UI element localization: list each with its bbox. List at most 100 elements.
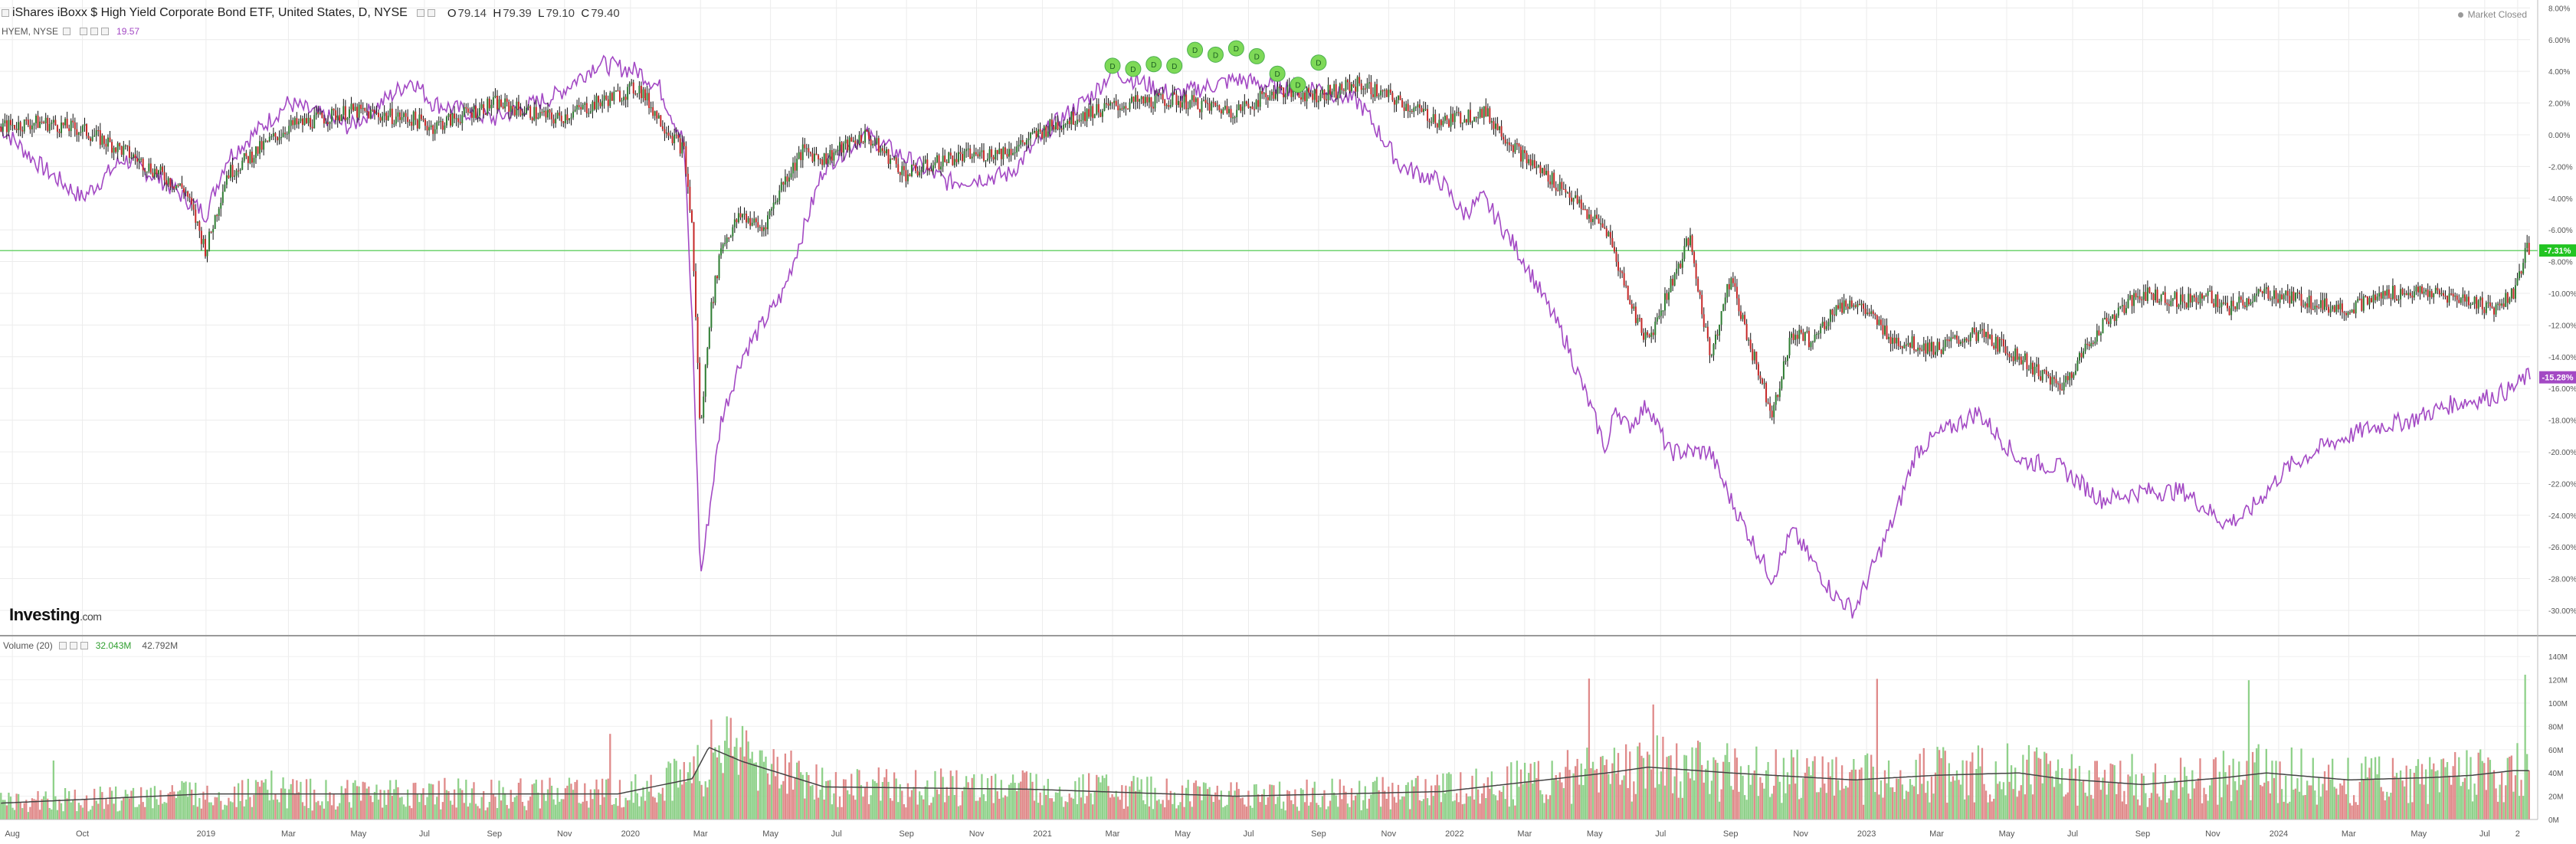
volume-bar — [1568, 770, 1571, 819]
candle-body — [1224, 106, 1226, 110]
volume-bar — [484, 810, 487, 819]
volume-bar — [391, 795, 393, 819]
candle-body — [742, 214, 744, 218]
candle-body — [134, 154, 136, 159]
candle-body — [1882, 325, 1884, 335]
compare-settings-icon[interactable] — [80, 28, 88, 35]
volume-bar — [784, 753, 787, 819]
volume-bar — [800, 772, 802, 819]
volume-bar — [1921, 783, 1923, 819]
candle-body — [2273, 290, 2275, 299]
volume-close-icon[interactable] — [80, 642, 88, 649]
volume-bar — [1004, 795, 1007, 819]
volume-bar — [1303, 802, 1306, 819]
volume-bar — [110, 790, 113, 819]
candle-body — [454, 113, 456, 119]
volume-bar — [2347, 757, 2349, 819]
volume-bar — [1339, 779, 1341, 819]
collapse-icon[interactable] — [2, 9, 9, 17]
volume-bar — [1270, 784, 1273, 819]
candle-body — [87, 136, 90, 139]
settings-icon[interactable] — [416, 9, 424, 17]
volume-bar — [326, 801, 329, 819]
volume-bar — [221, 810, 224, 819]
candle-body — [225, 175, 228, 185]
compare-close-icon[interactable] — [101, 28, 110, 35]
candle-body — [903, 165, 905, 171]
volume-bar — [175, 797, 178, 819]
volume-bar — [1676, 743, 1678, 819]
candle-body — [978, 152, 981, 157]
volume-bar — [552, 799, 555, 819]
compare-dropdown-icon[interactable] — [63, 28, 71, 35]
volume-bar — [923, 799, 925, 819]
candle-body — [909, 174, 911, 176]
volume-bar — [2195, 781, 2197, 819]
volume-bar — [2289, 801, 2291, 819]
volume-bar — [2022, 754, 2024, 819]
candle-body — [1360, 83, 1362, 90]
volume-bar — [2329, 779, 2332, 819]
candle-body — [1364, 88, 1366, 90]
volume-bar — [519, 778, 522, 819]
candle-body — [255, 146, 257, 159]
volume-bar — [2236, 790, 2238, 819]
compare-hide-icon[interactable] — [90, 28, 99, 35]
volume-bar — [1072, 798, 1074, 819]
candle-body — [706, 348, 709, 365]
candle-body — [2117, 307, 2119, 316]
volume-bar — [1117, 797, 1119, 819]
volume-bar — [1335, 795, 1337, 819]
candle-body — [1644, 332, 1647, 340]
candle-body — [1388, 90, 1390, 97]
volume-bar — [850, 774, 853, 819]
candle-body — [2158, 301, 2161, 303]
volume-bar — [667, 761, 670, 819]
volume-bar — [1020, 781, 1022, 819]
volume-bar — [848, 794, 850, 819]
volume-bar — [959, 805, 962, 819]
candle-body — [1493, 121, 1495, 129]
candle-body — [1807, 331, 1810, 348]
candle-body — [916, 171, 919, 176]
volume-bar — [694, 770, 697, 819]
candle-body — [2456, 295, 2458, 300]
volume-settings-icon[interactable] — [58, 642, 67, 649]
volume-bar — [1424, 779, 1427, 819]
volume-bar — [13, 810, 16, 819]
volume-bar — [978, 797, 982, 819]
volume-bar — [913, 787, 915, 819]
volume-bar — [2341, 785, 2344, 819]
volume-bar — [1067, 802, 1069, 819]
volume-bar — [813, 799, 816, 819]
candle-body — [1853, 305, 1855, 307]
candle-body — [1791, 333, 1793, 339]
candle-body — [2236, 303, 2238, 309]
hide-icon[interactable] — [427, 9, 435, 17]
volume-bar — [1142, 800, 1145, 819]
volume-bar — [1537, 761, 1540, 819]
candle-body — [84, 124, 86, 126]
volume-hide-icon[interactable] — [69, 642, 77, 649]
candle-body — [2256, 293, 2258, 296]
candle-body — [259, 141, 261, 154]
volume-bar — [593, 789, 596, 819]
volume-bar — [1358, 780, 1361, 819]
volume-bar — [1752, 775, 1754, 819]
candle-body — [1676, 268, 1678, 274]
candle-body — [589, 111, 592, 113]
candle-body — [1767, 402, 1769, 404]
candle-body — [306, 118, 308, 123]
volume-bar — [181, 780, 183, 819]
candle-body — [2355, 301, 2357, 314]
volume-bar — [1503, 786, 1505, 819]
candle-body — [623, 97, 625, 101]
volume-bar — [854, 800, 857, 819]
candle-body — [9, 119, 11, 126]
volume-bar — [500, 800, 503, 819]
volume-bar — [185, 781, 187, 819]
candle-body — [2240, 296, 2242, 300]
volume-bar — [1109, 797, 1112, 819]
candle-body — [2329, 309, 2332, 313]
candle-body — [1806, 331, 1808, 332]
